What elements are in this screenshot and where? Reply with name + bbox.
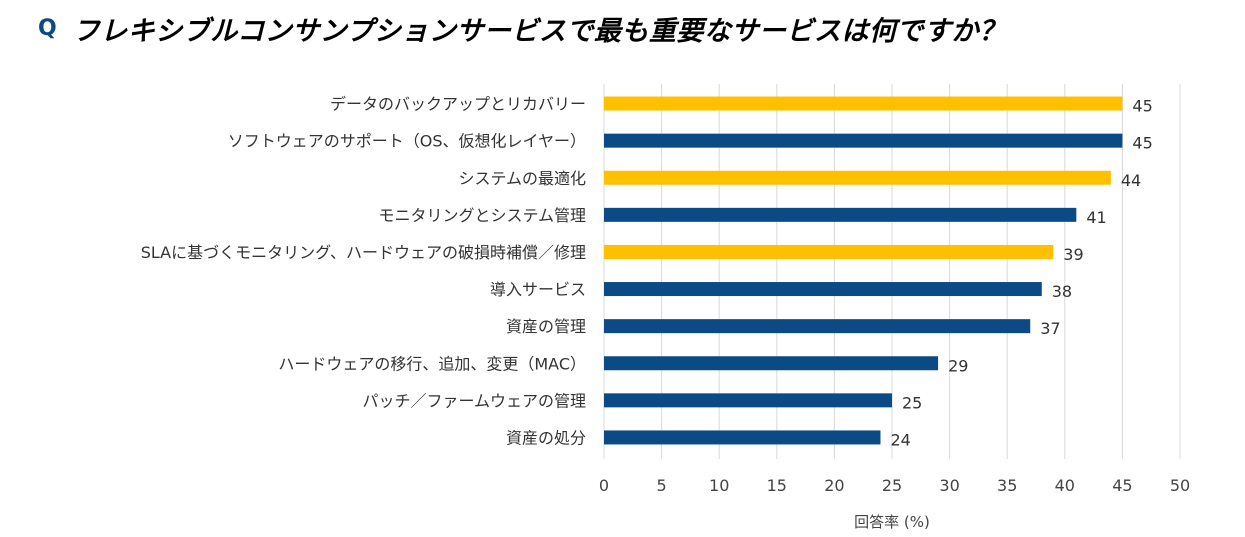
category-label: モニタリングとシステム管理	[378, 206, 586, 225]
category-label: 資産の管理	[506, 317, 586, 336]
category-label: ソフトウェアのサポート（OS、仮想化レイヤー）	[228, 132, 586, 151]
bar	[604, 207, 1077, 222]
category-label: データのバックアップとリカバリー	[330, 95, 586, 114]
data-label: 41	[1086, 208, 1106, 227]
data-label: 44	[1121, 171, 1141, 190]
x-tick-label: 35	[997, 476, 1017, 495]
bar	[604, 170, 1111, 185]
bar	[604, 356, 939, 371]
x-tick-label: 30	[939, 476, 959, 495]
data-label: 37	[1040, 319, 1060, 338]
chart-title: フレキシブルコンサンプションサービスで最も重要なサービスは何ですか？	[72, 15, 1007, 47]
bar	[604, 319, 1031, 334]
bar	[604, 282, 1042, 297]
bar	[604, 244, 1054, 259]
category-label: システムの最適化	[458, 169, 586, 188]
question-header: Q フレキシブルコンサンプションサービスで最も重要なサービスは何ですか？	[38, 6, 1006, 50]
x-tick-label: 5	[657, 476, 667, 495]
x-tick-label: 0	[599, 476, 609, 495]
data-label: 39	[1063, 245, 1083, 264]
data-label: 38	[1052, 282, 1072, 301]
x-axis-title: 回答率 (%)	[854, 513, 930, 531]
x-tick-label: 40	[1055, 476, 1075, 495]
question-marker: Q	[38, 15, 57, 41]
x-tick-label: 15	[767, 476, 787, 495]
category-label: 資産の処分	[506, 428, 586, 447]
data-label: 45	[1132, 134, 1152, 153]
bar	[604, 96, 1123, 111]
data-label: 25	[902, 393, 922, 412]
category-label: 導入サービス	[490, 280, 586, 299]
category-label: SLAに基づくモニタリング、ハードウェアの破損時補償／修理	[141, 243, 586, 262]
data-label: 24	[890, 430, 910, 449]
bar	[604, 133, 1123, 148]
x-tick-label: 50	[1170, 476, 1190, 495]
category-label: ハードウェアの移行、追加、変更（MAC）	[278, 354, 586, 373]
data-label: 45	[1132, 97, 1152, 116]
data-label: 29	[948, 356, 968, 375]
bar	[604, 430, 881, 445]
x-tick-label: 25	[882, 476, 902, 495]
x-tick-label: 20	[824, 476, 844, 495]
x-tick-label: 10	[709, 476, 729, 495]
category-label: パッチ／ファームウェアの管理	[362, 391, 586, 410]
x-tick-label: 45	[1112, 476, 1132, 495]
bar	[604, 393, 892, 408]
